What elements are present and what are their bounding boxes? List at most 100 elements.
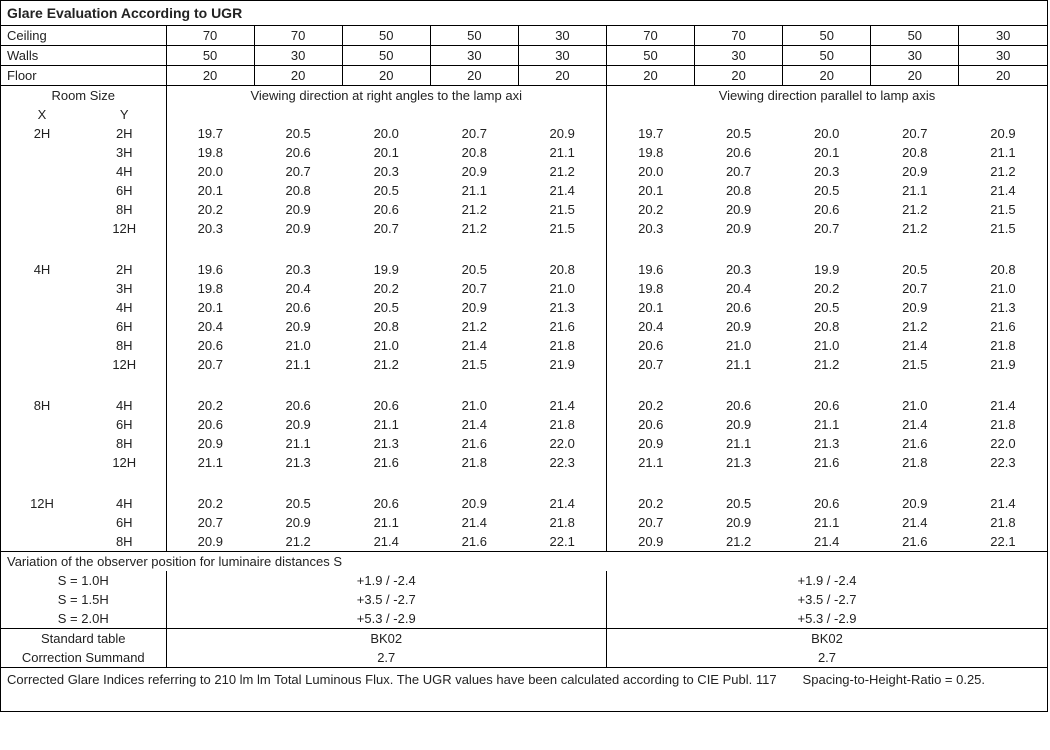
y-cell: 8H	[83, 434, 166, 453]
data-cell: 21.4	[871, 336, 959, 355]
data-cell: 21.2	[959, 162, 1047, 181]
data-cell: 20.3	[783, 162, 871, 181]
data-cell: 20.8	[430, 143, 518, 162]
data-cell: 20.1	[783, 143, 871, 162]
data-cell: 20.5	[254, 124, 342, 143]
data-cell: 20.6	[783, 396, 871, 415]
data-cell: 21.0	[871, 396, 959, 415]
header-cell: 30	[695, 46, 783, 66]
data-cell: 20.7	[871, 279, 959, 298]
footnote: Corrected Glare Indices referring to 210…	[1, 668, 1047, 692]
data-cell: 21.2	[871, 219, 959, 238]
data-cell: 21.6	[871, 434, 959, 453]
data-cell: 21.3	[959, 298, 1047, 317]
header-cell: 20	[166, 66, 254, 86]
x-cell	[1, 143, 83, 162]
data-cell: 20.3	[695, 260, 783, 279]
data-cell: 20.6	[166, 336, 254, 355]
data-cell: 21.4	[959, 181, 1047, 200]
data-cell: 21.3	[695, 453, 783, 472]
data-cell: 21.8	[871, 453, 959, 472]
data-cell: 20.2	[606, 396, 694, 415]
data-cell: 20.6	[342, 396, 430, 415]
corr-right: 2.7	[606, 648, 1047, 668]
data-cell: 21.1	[430, 181, 518, 200]
corr-left: 2.7	[166, 648, 606, 668]
y-cell: 6H	[83, 181, 166, 200]
data-cell: 21.2	[871, 317, 959, 336]
data-cell: 20.9	[695, 317, 783, 336]
data-cell: 21.2	[430, 317, 518, 336]
data-cell: 20.3	[606, 219, 694, 238]
header-cell: 30	[430, 46, 518, 66]
variation-title: Variation of the observer position for l…	[1, 552, 1047, 572]
data-cell: 21.1	[254, 434, 342, 453]
data-cell: 20.7	[430, 279, 518, 298]
data-cell: 20.9	[695, 200, 783, 219]
data-cell: 19.7	[606, 124, 694, 143]
data-cell: 21.8	[959, 513, 1047, 532]
data-cell: 21.2	[518, 162, 606, 181]
y-cell: 2H	[83, 260, 166, 279]
data-cell: 20.6	[342, 494, 430, 513]
data-cell: 20.9	[695, 415, 783, 434]
header-cell: 50	[871, 26, 959, 46]
data-cell: 21.8	[518, 336, 606, 355]
data-cell: 21.4	[959, 396, 1047, 415]
y-cell: 12H	[83, 453, 166, 472]
data-cell: 20.5	[254, 494, 342, 513]
data-cell: 20.9	[871, 494, 959, 513]
std-table-right: BK02	[606, 629, 1047, 649]
x-cell	[1, 162, 83, 181]
header-label: Ceiling	[1, 26, 166, 46]
data-cell: 22.0	[959, 434, 1047, 453]
data-cell: 21.2	[430, 219, 518, 238]
data-cell: 20.3	[166, 219, 254, 238]
data-cell: 21.5	[959, 219, 1047, 238]
corr-label: Correction Summand	[1, 648, 166, 668]
y-cell: 8H	[83, 532, 166, 552]
data-cell: 20.6	[606, 415, 694, 434]
data-cell: 20.9	[166, 434, 254, 453]
data-cell: 20.2	[606, 200, 694, 219]
data-cell: 20.7	[254, 162, 342, 181]
data-cell: 20.8	[695, 181, 783, 200]
data-cell: 21.4	[518, 494, 606, 513]
x-cell	[1, 298, 83, 317]
data-cell: 21.4	[430, 336, 518, 355]
data-cell: 22.3	[959, 453, 1047, 472]
y-cell: 6H	[83, 317, 166, 336]
data-cell: 21.0	[783, 336, 871, 355]
x-cell: 4H	[1, 260, 83, 279]
data-cell: 21.1	[959, 143, 1047, 162]
x-cell	[1, 200, 83, 219]
data-cell: 21.6	[430, 532, 518, 552]
data-cell: 21.6	[430, 434, 518, 453]
data-cell: 19.6	[166, 260, 254, 279]
header-cell: 50	[606, 46, 694, 66]
data-cell: 21.4	[871, 415, 959, 434]
x-cell	[1, 279, 83, 298]
y-cell: 3H	[83, 279, 166, 298]
data-cell: 21.0	[254, 336, 342, 355]
data-cell: 20.0	[342, 124, 430, 143]
data-cell: 21.5	[871, 355, 959, 374]
data-cell: 21.4	[871, 513, 959, 532]
data-cell: 20.1	[342, 143, 430, 162]
header-cell: 70	[166, 26, 254, 46]
data-cell: 22.1	[959, 532, 1047, 552]
data-cell: 21.3	[518, 298, 606, 317]
variation-left: +3.5 / -2.7	[166, 590, 606, 609]
data-cell: 20.2	[342, 279, 430, 298]
data-cell: 21.9	[959, 355, 1047, 374]
y-cell: 4H	[83, 298, 166, 317]
x-label: X	[1, 105, 83, 124]
data-cell: 21.6	[871, 532, 959, 552]
data-cell: 21.3	[342, 434, 430, 453]
data-cell: 20.7	[871, 124, 959, 143]
x-cell: 12H	[1, 494, 83, 513]
y-label: Y	[83, 105, 166, 124]
data-cell: 20.6	[342, 200, 430, 219]
data-cell: 21.2	[430, 200, 518, 219]
header-cell: 20	[606, 66, 694, 86]
